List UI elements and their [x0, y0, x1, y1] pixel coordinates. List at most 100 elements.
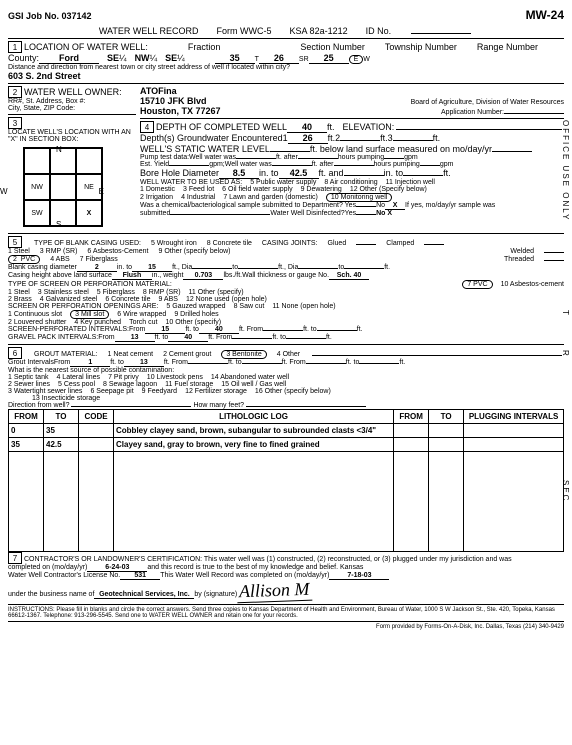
- c1: 1 Steel: [8, 248, 30, 255]
- s12: 12 None used (open hole): [186, 296, 267, 303]
- howmany: How many feet?: [193, 402, 244, 409]
- after2: ft. after: [312, 161, 334, 168]
- idno: ID No.: [366, 26, 392, 36]
- gi-from: From: [54, 359, 70, 366]
- g1: 1 Neat cement: [108, 351, 154, 358]
- q2: ¼: [150, 53, 158, 63]
- o10: 10 Other (specify): [165, 319, 221, 326]
- depth: 40: [287, 122, 327, 133]
- c6: 6 Asbestos-Cement: [87, 248, 148, 255]
- addr1: 15710 JFK Blvd: [140, 96, 207, 106]
- gi-ftfrom: ft. From: [164, 359, 188, 366]
- compass-s: S: [56, 220, 61, 229]
- gw3: 3: [388, 133, 393, 143]
- biz: Geotechnical Services, Inc.: [94, 591, 194, 599]
- side-r: R: [561, 350, 570, 358]
- chem-q: Was a chemical/bacteriological sample su…: [140, 202, 356, 209]
- log-row: 35 42.5 Clayey sand, gray to brown, very…: [9, 438, 564, 452]
- instructions: INSTRUCTIONS: Please fill in blanks and …: [8, 607, 564, 619]
- county-label: County:: [8, 53, 39, 63]
- gpi2: 40: [168, 334, 208, 342]
- sec5-label: TYPE OF BLANK CASING USED:: [34, 240, 141, 247]
- gpm2: gpm;: [209, 161, 225, 168]
- sec6-label: GROUT MATERIAL:: [34, 351, 98, 358]
- city-label: City, State, ZIP Code:: [8, 105, 136, 112]
- dist-label: Distance and direction from nearest town…: [8, 64, 290, 71]
- into: in. to: [259, 168, 279, 178]
- form: Form WWC-5: [217, 26, 272, 36]
- cc5: 5 Cess pool: [58, 381, 95, 388]
- gi2: 13: [124, 359, 164, 367]
- after1: ft. after: [276, 154, 298, 161]
- est-label: Est. Yield: [140, 161, 169, 168]
- cc7: 7 Pit privy: [108, 374, 139, 381]
- clamped: Clamped: [386, 240, 414, 247]
- sec1-num: 1: [8, 41, 22, 53]
- sec5-num: 5: [8, 236, 22, 248]
- r1-lith: Clayey sand, gray to brown, very fine to…: [114, 438, 394, 452]
- welded: Welded: [510, 248, 534, 255]
- elev: ELEVATION:: [343, 122, 395, 132]
- swl-label: WELL'S STATIC WATER LEVEL: [140, 144, 270, 154]
- sec4-label: DEPTH OF COMPLETED WELL: [156, 122, 287, 132]
- u12: 12 Other (Specify below): [350, 186, 427, 193]
- sec3-num: 3: [8, 117, 22, 129]
- compass-e: E: [99, 187, 104, 196]
- use-label: WELL WATER TO BE USED AS:: [140, 179, 242, 186]
- c9: 9 Other (specify below): [159, 248, 231, 255]
- o9: 9 Drilled holes: [174, 311, 218, 318]
- u8: 8 Air conditioning: [324, 179, 377, 186]
- s3: 3 Stainless steel: [38, 289, 89, 296]
- u5: 5 Public water supply: [250, 179, 316, 186]
- wt: 0.703: [183, 272, 223, 280]
- th-to2: TO: [429, 410, 464, 424]
- u6: 6 Oil field water supply: [222, 186, 292, 193]
- compass-w: W: [0, 187, 8, 196]
- bhd1: 8.5: [219, 168, 259, 179]
- cc2: 2 Sewer lines: [8, 381, 50, 388]
- provider: Form provided by Forms-On-A-Disk, Inc. D…: [8, 624, 564, 630]
- g3: Bentonite: [232, 351, 262, 358]
- job-no: 037142: [62, 11, 92, 21]
- side-sec: SEC: [561, 480, 570, 502]
- scrtype: TYPE OF SCREEN OR PERFORATION MATERIAL:: [8, 281, 172, 288]
- th-from2: FROM: [394, 410, 429, 424]
- compass-n: N: [56, 145, 62, 154]
- cha: Flush: [112, 272, 152, 280]
- gi-ftfrom2: ft. From: [282, 359, 306, 366]
- u2: 2 Irrigation: [140, 194, 173, 201]
- twp: 26: [259, 53, 299, 64]
- gw-label: Depth(s) Groundwater Encountered: [140, 133, 283, 143]
- u11: 11 Injection well: [386, 179, 435, 186]
- sec2-num: 2: [8, 86, 22, 98]
- ksa: KSA 82a-1212: [290, 26, 348, 36]
- swl-unit: ft. below land surface measured on mo/da…: [310, 144, 492, 154]
- cert: CONTRACTOR'S OR LANDOWNER'S CERTIFICATIO…: [24, 556, 512, 563]
- c3: 3 RMP (SR): [40, 248, 78, 255]
- truth: and this record is true to the best of m…: [147, 564, 363, 571]
- q1: ¼: [119, 53, 127, 63]
- openings: SCREEN OR PERFORATION OPENINGS ARE:: [8, 303, 158, 310]
- pump-label: Pump test data:: [140, 154, 189, 161]
- fraction-label: Fraction: [188, 42, 221, 52]
- gw2: 2: [335, 133, 340, 143]
- o3: Mill slot: [81, 311, 104, 318]
- inwt: in., weight: [152, 272, 184, 279]
- c2: PVC: [21, 256, 35, 263]
- bhd2: 42.5: [279, 168, 319, 179]
- cj: CASING JOINTS:: [262, 240, 318, 247]
- s7: PVC: [473, 281, 487, 288]
- spi-ftto2: ft. to: [303, 326, 317, 333]
- bcd-to: in. to: [117, 264, 132, 271]
- s4: 4 Galvanized steel: [40, 296, 98, 303]
- gpi: GRAVEL PACK INTERVALS:: [8, 334, 98, 341]
- gpi-ftto: ft. to: [155, 334, 169, 341]
- date1: 6-24-03: [87, 564, 147, 572]
- o5: 5 Gauzed wrapped: [166, 303, 225, 310]
- sec2-label: WATER WELL OWNER:: [24, 87, 122, 97]
- th-from: FROM: [9, 410, 44, 424]
- cc16: 16 Other (specify below): [255, 388, 331, 395]
- ft1: ft.: [327, 122, 335, 132]
- ww2: Well water was: [225, 161, 272, 168]
- dis-no: No X: [376, 210, 392, 217]
